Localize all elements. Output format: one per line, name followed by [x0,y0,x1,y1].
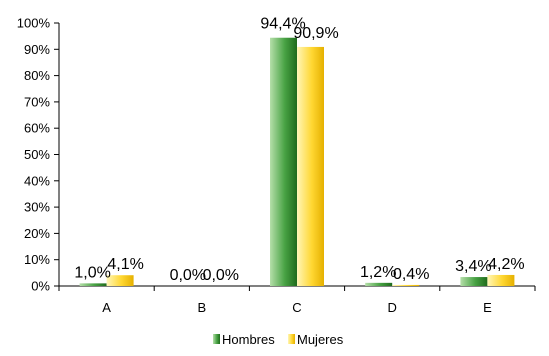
bar-hombres-e [460,277,488,286]
y-tick-label: 80% [24,68,50,83]
y-tick-label: 70% [24,94,50,109]
data-label-hombres-b: 0,0% [170,267,206,284]
x-category-label: A [102,300,111,315]
bars [79,37,515,287]
y-tick-label: 20% [24,226,50,241]
legend-swatch-hombres [213,334,220,344]
y-tick-label: 50% [24,147,50,162]
data-label-mujeres-d: 0,4% [393,266,429,283]
legend-label-mujeres: Mujeres [297,332,344,347]
data-label-mujeres-c: 90,9% [293,25,338,42]
legend-label-hombres: Hombres [222,332,275,347]
bar-mujeres-a [106,275,134,286]
data-label-mujeres-a: 4,1% [107,256,143,273]
y-tick-label: 40% [24,173,50,188]
x-category-label: D [388,300,397,315]
y-tick-label: 90% [24,42,50,57]
bar-mujeres-e [487,274,515,286]
axes: 0% 10% 20% 30% 40% 50% 60% 70% 80% 90% 100% A B C D E [17,16,536,315]
legend: Hombres Mujeres [213,332,344,347]
bar-hombres-d [365,282,393,286]
data-label-mujeres-e: 4,2% [488,256,524,273]
y-tick-label: 10% [24,252,50,267]
x-category-label: C [292,300,301,315]
legend-swatch-mujeres [288,334,295,344]
y-tick-label: 0% [31,279,50,294]
data-label-hombres-c: 94,4% [260,16,305,33]
data-label-hombres-a: 1,0% [74,264,110,281]
bar-mujeres-c [297,46,324,286]
bar-hombres-c [270,37,297,287]
x-category-label: E [483,300,492,315]
y-tick-label: 100% [17,16,51,31]
data-label-hombres-d: 1,2% [360,264,396,281]
data-label-hombres-e: 3,4% [455,258,491,275]
data-label-mujeres-b: 0,0% [203,267,239,284]
bar-hombres-a [79,283,107,286]
x-category-label: B [197,300,206,315]
y-tick-label: 60% [24,121,50,136]
y-tick-label: 30% [24,200,50,215]
data-labels: 1,0%4,1% 0,0%0,0% 94,4%90,9% 1,2%0,4% 3,4%4,… [74,16,524,284]
bar-mujeres-d [392,284,420,286]
